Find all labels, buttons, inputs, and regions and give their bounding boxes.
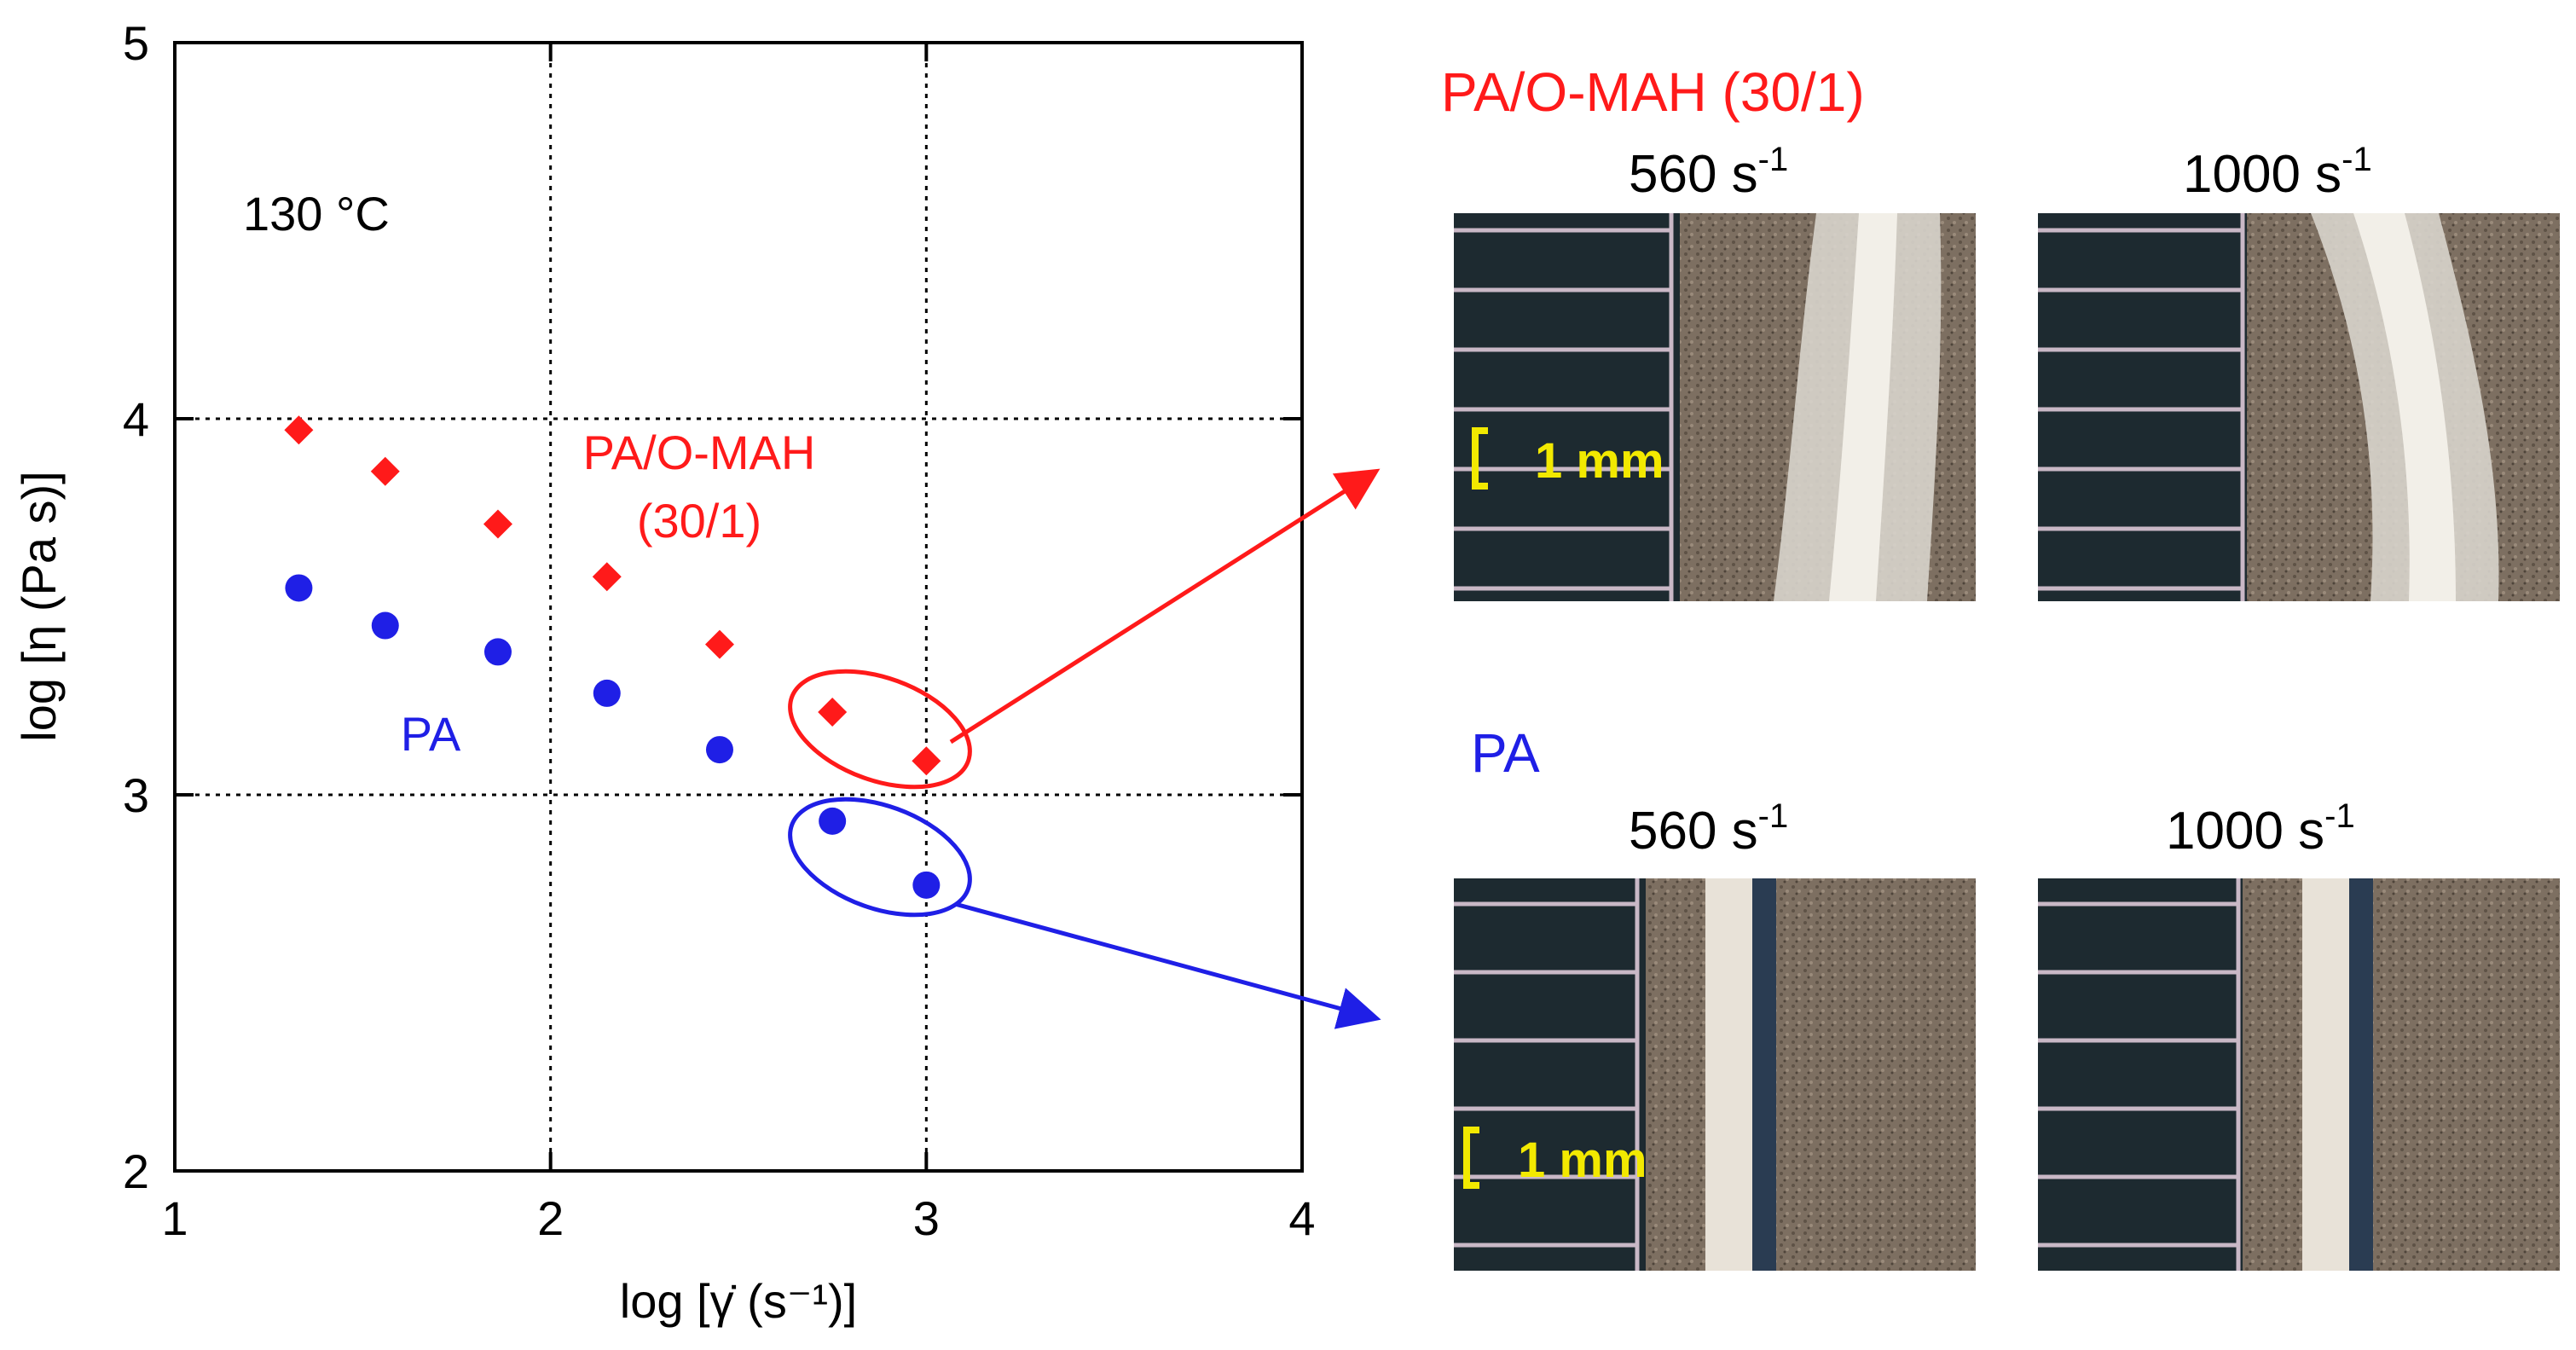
micrographs-panel: PA/O-MAH (30/1) 560 s-1 1000 s-1 1 mm [1441,61,2560,1271]
data-point-pa-6 [912,871,941,899]
series-label-pa-omah-line1: PA/O-MAH [583,426,816,479]
data-point-pa-0 [285,574,313,602]
grid-lines [175,43,1302,1171]
plot-frame [173,41,1304,1173]
scale-bar-label-pa: 1 mm [1518,1133,1647,1188]
data-point-pa-omah-3 [592,562,622,592]
data-point-pa-1 [371,611,399,640]
micrograph-pa-omah-560: 1 mm [1454,213,1976,601]
y-tick-label: 3 [123,768,149,822]
y-tick-label: 5 [123,16,149,70]
series-marks [284,415,941,899]
y-tick-label: 4 [123,392,149,446]
data-point-pa-omah-4 [704,629,734,659]
highlight-ellipse-pa-omah [788,669,972,790]
micrograph-heading-pa: PA [1471,722,1540,784]
rate-label-pa-omah-1000: 1000 s-1 [2183,141,2372,204]
series-label-pa-omah-line2: (30/1) [637,494,761,548]
data-point-pa-omah-2 [483,509,512,539]
micrograph-pa-omah-1000 [2038,213,2560,601]
rate-label-pa-560: 560 s-1 [1629,797,1788,860]
data-point-pa-2 [483,638,512,666]
micrograph-pa-560: 1 mm [1454,878,1976,1271]
temperature-annotation: 130 °C [243,187,390,240]
data-point-pa-4 [705,736,733,764]
scale-bar-pa-omah [1472,427,1488,490]
x-tick-label: 2 [537,1191,564,1245]
x-axis-label: log [γ̇ (s⁻¹)] [620,1274,857,1328]
x-tick-label: 4 [1288,1191,1315,1245]
rate-label-pa-1000: 1000 s-1 [2166,797,2355,860]
rate-label-pa-omah-560: 560 s-1 [1629,141,1788,204]
data-point-pa-omah-6 [912,746,941,776]
micrograph-pa-1000 [2038,878,2560,1271]
data-point-pa-omah-1 [370,456,400,486]
tick-marks [173,41,1304,1173]
series-label-pa: PA [401,707,461,761]
y-axis-label: log [η (Pa s)] [12,471,66,741]
x-tick-label: 3 [913,1191,940,1245]
micrograph-heading-pa-omah: PA/O-MAH (30/1) [1441,61,1865,123]
highlight-ellipse-pa [788,797,972,918]
data-point-pa-omah-5 [818,697,848,727]
data-point-pa-omah-0 [284,415,314,445]
data-point-pa-3 [593,679,621,707]
data-point-pa-5 [819,807,847,835]
arrow-pa-omah [949,468,1381,745]
scale-bar-label-pa-omah: 1 mm [1535,433,1664,489]
x-tick-label: 1 [161,1191,188,1245]
scale-bar-pa [1463,1127,1479,1189]
arrow-pa [954,901,1381,1029]
y-tick-label: 2 [123,1144,149,1198]
